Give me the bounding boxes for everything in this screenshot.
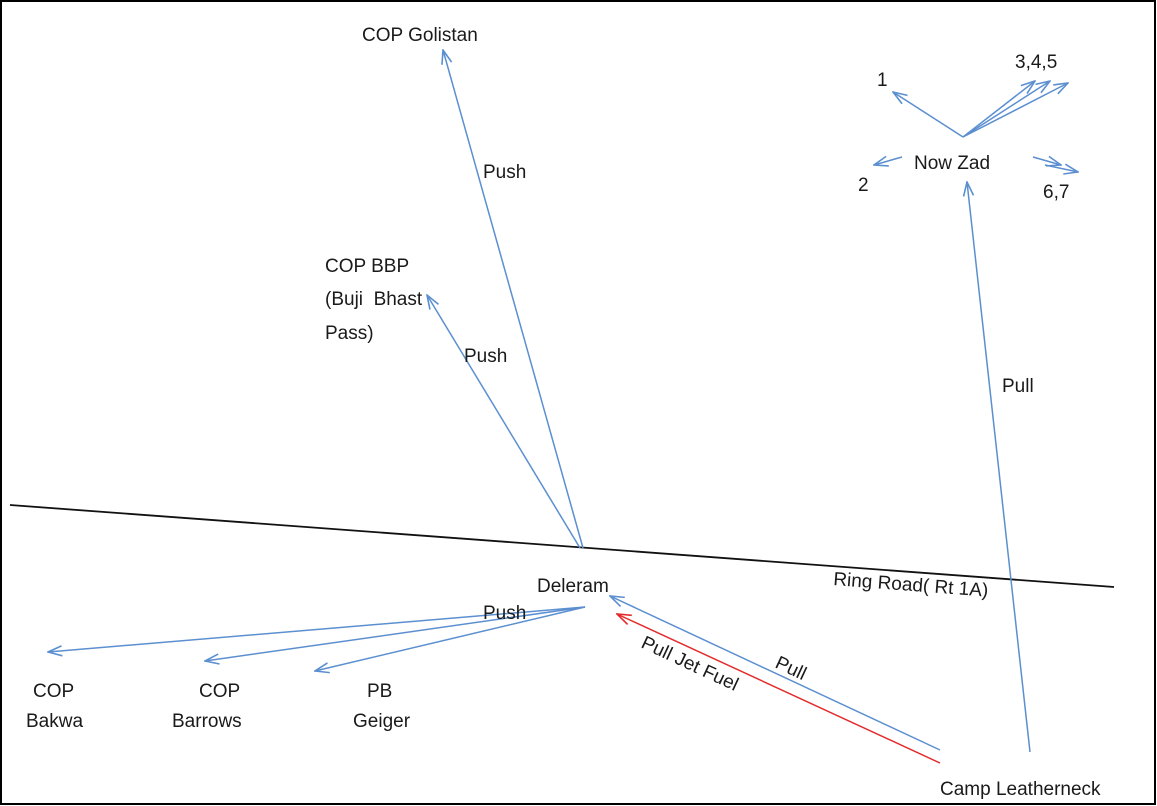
arrow-jet-fuel-to-deleram	[617, 614, 941, 764]
label-pb-geiger-line1: PB	[367, 681, 392, 702]
label-now-zad: Now Zad	[914, 153, 990, 174]
arrow-leatherneck-to-now-zad	[967, 182, 1031, 753]
label-cop-bakwa-line2: Bakwa	[26, 711, 83, 732]
label-pb-geiger-line2: Geiger	[353, 711, 411, 732]
label-cop-bbp-line3: Pass)	[325, 323, 374, 344]
label-deleram: Deleram	[537, 576, 609, 597]
arrow-deleram-to-barrows	[205, 606, 586, 661]
arrow-leatherneck-to-deleram	[610, 596, 941, 751]
label-cop-bakwa-line1: COP	[33, 681, 74, 702]
arrow-now-zad-to-6	[1032, 157, 1061, 165]
arrow-now-zad-to-4	[962, 81, 1050, 138]
edge-label-pull-now-zad: Pull	[1002, 376, 1034, 397]
label-ring-road: Ring Road( Rt 1A)	[833, 569, 989, 602]
arrow-deleram-to-bbp	[427, 295, 581, 549]
label-dest-1: 1	[877, 70, 888, 91]
arrow-deleram-to-bakwa	[48, 606, 586, 652]
arrow-now-zad-to-2	[874, 157, 903, 165]
edge-label-pull-deleram: Pull	[772, 652, 810, 684]
label-cop-bbp-line1: COP BBP	[325, 256, 409, 277]
label-dest-2: 2	[858, 175, 869, 196]
label-dest-67: 6,7	[1043, 182, 1069, 203]
edge-label-push-west: Push	[483, 603, 526, 624]
arrow-deleram-to-geiger	[315, 606, 586, 671]
label-cop-golistan: COP Golistan	[362, 25, 478, 46]
label-cop-barrows-line2: Barrows	[172, 711, 242, 732]
label-cop-bbp-line2: (Buji Bhast	[325, 289, 423, 310]
arrow-now-zad-to-7	[1044, 165, 1078, 172]
label-dest-345: 3,4,5	[1015, 52, 1057, 73]
edge-label-push-bbp: Push	[464, 346, 507, 367]
arrow-deleram-to-golistan	[443, 50, 584, 549]
ring-road-line	[9, 504, 1115, 588]
edge-label-push-golistan: Push	[483, 162, 526, 183]
arrow-now-zad-to-1	[893, 92, 964, 138]
label-cop-barrows-line1: COP	[199, 681, 240, 702]
pull-arrows	[610, 182, 1031, 764]
arrow-now-zad-to-3	[962, 81, 1035, 138]
label-camp-leatherneck: Camp Leatherneck	[940, 779, 1101, 800]
arrow-now-zad-to-5	[962, 83, 1068, 138]
now-zad-arrows	[874, 81, 1078, 172]
push-arrows-west	[48, 606, 586, 671]
push-arrows-north	[427, 50, 584, 549]
